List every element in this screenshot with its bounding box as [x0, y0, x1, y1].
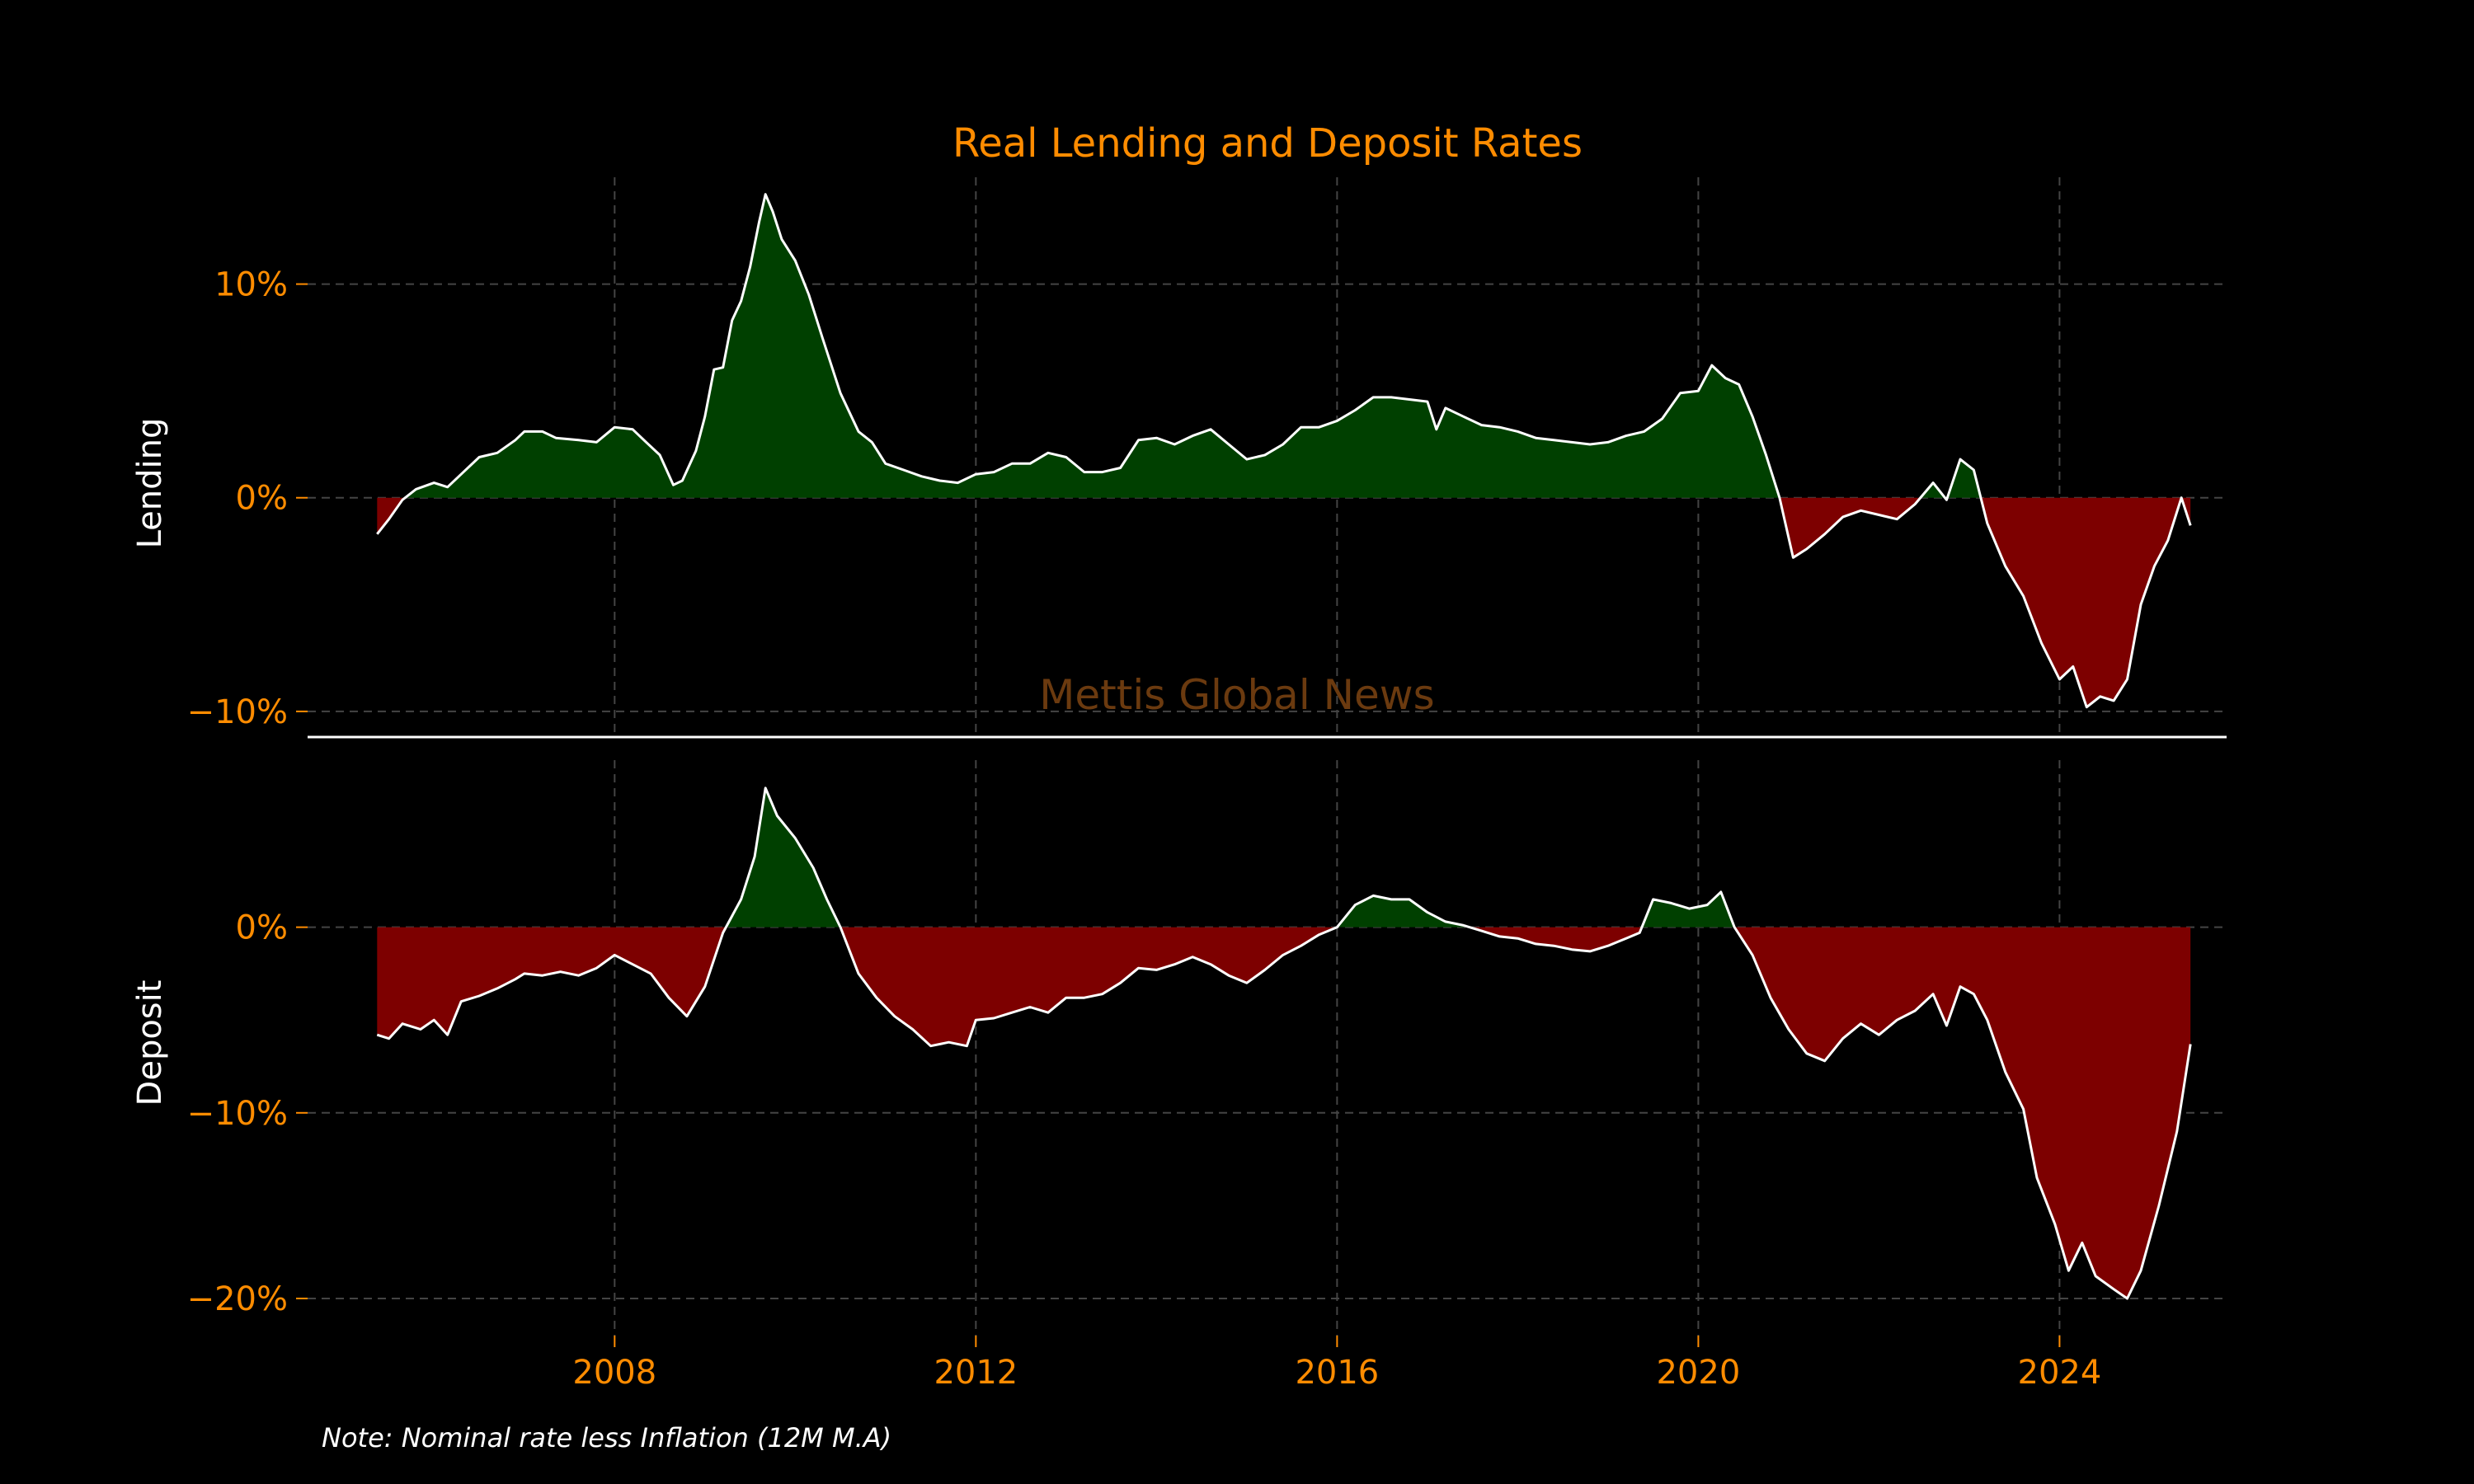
- negative-area-4: [1470, 927, 1642, 951]
- negative-area-0: [377, 927, 727, 1039]
- y-tick-label: 0%: [236, 909, 288, 947]
- watermark: Mettis Global News: [1039, 671, 1434, 719]
- x-tick-label: 2016: [1295, 1354, 1379, 1392]
- positive-area-3: [1920, 482, 1945, 498]
- deposit-panel: −20% −10% 0% Deposit 2008 2012 2016 2020 2024: [131, 760, 2227, 1392]
- y-axis-label: Lending: [131, 418, 169, 549]
- y-tick-label: −10%: [187, 693, 288, 731]
- negative-area-6: [1734, 927, 2191, 1298]
- negative-area-2: [840, 927, 1338, 1046]
- positive-area-3: [1337, 895, 1470, 928]
- lending-panel: −10% 0% 10% Lending: [131, 177, 2227, 737]
- positive-area-1: [405, 194, 1780, 498]
- footnote: Note: Nominal rate less Inflation (12M M…: [322, 1422, 891, 1453]
- positive-area-1: [726, 787, 841, 928]
- lending-series-line: [376, 193, 2192, 709]
- negative-area-2: [1779, 497, 1921, 558]
- deposit-series-line: [376, 787, 2192, 1300]
- x-tick-label: 2020: [1656, 1354, 1740, 1392]
- y-tick-label: −10%: [187, 1095, 288, 1133]
- chart-title: Real Lending and Deposit Rates: [952, 120, 1583, 167]
- y-tick-label: 10%: [214, 266, 288, 304]
- y-tick-label: 0%: [236, 480, 288, 518]
- x-tick-label: 2008: [572, 1354, 656, 1392]
- x-tick-label: 2024: [2018, 1354, 2102, 1392]
- y-tick-label: −20%: [187, 1280, 288, 1318]
- x-tick-label: 2012: [934, 1354, 1018, 1392]
- y-axis-label: Deposit: [131, 980, 169, 1106]
